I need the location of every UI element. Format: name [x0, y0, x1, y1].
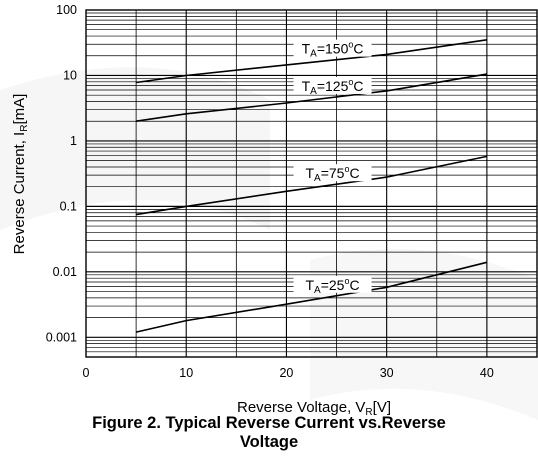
series-label: TA=125oC — [302, 77, 364, 97]
x-tick-label: 0 — [83, 366, 90, 380]
x-tick-label: 40 — [480, 366, 494, 380]
x-tick-label: 20 — [279, 366, 293, 380]
x-tick-label: 10 — [179, 366, 193, 380]
series-line — [135, 261, 488, 333]
series-line — [135, 155, 488, 216]
series-line — [135, 73, 488, 122]
y-tick-label: 0.01 — [53, 265, 77, 279]
y-tick-labels: 0.001 0.01 0.1 1 10 100 — [46, 3, 77, 344]
plot-frame — [85, 9, 538, 358]
x-tick-label: 30 — [380, 366, 394, 380]
y-tick-label: 10 — [63, 68, 77, 82]
series-curves — [135, 39, 488, 333]
series-label-background — [293, 275, 372, 293]
figure-caption-line1: Figure 2. Typical Reverse Current vs.Rev… — [92, 414, 446, 432]
series-label-background — [293, 39, 372, 57]
y-tick-label: 0.001 — [46, 330, 77, 344]
watermark-shape — [0, 67, 270, 230]
series-label: TA=150oC — [302, 40, 364, 60]
y-tick-label: 0.1 — [60, 199, 77, 213]
series-line — [135, 39, 488, 84]
series-label: TA=25oC — [305, 276, 359, 296]
y-tick-label: 1 — [70, 134, 77, 148]
y-axis-label: Reverse Current, IR[mA] — [11, 94, 30, 255]
series-labels: TA=150oC TA=125oC TA=75oC TA=25oC — [293, 39, 372, 296]
series-label: TA=75oC — [305, 164, 359, 184]
x-tick-labels: 0 10 20 30 40 — [83, 366, 494, 380]
x-axis-label: Reverse Voltage, VR[V] — [237, 399, 391, 418]
y-tick-label: 100 — [56, 3, 77, 17]
series-label-background — [293, 76, 372, 94]
figure-caption-line2: Voltage — [239, 433, 299, 451]
series-label-background — [293, 164, 372, 182]
